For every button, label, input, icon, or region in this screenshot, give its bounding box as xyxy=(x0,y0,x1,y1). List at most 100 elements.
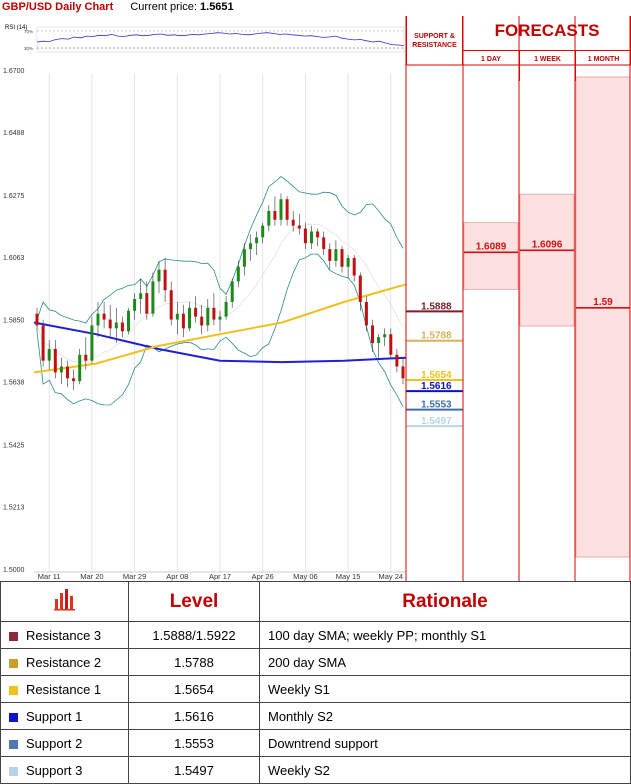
forecast-band xyxy=(575,76,631,558)
level-color-swatch xyxy=(9,712,18,722)
candle-body xyxy=(255,237,259,244)
candle-body xyxy=(66,366,69,379)
candle xyxy=(255,231,259,255)
rsi-70-label: 70% xyxy=(24,29,33,34)
candle-body xyxy=(78,354,82,382)
candle xyxy=(401,357,405,385)
candle-body xyxy=(389,334,393,355)
candle xyxy=(218,310,222,332)
candle-body xyxy=(47,348,51,361)
candle-body xyxy=(90,325,94,361)
candle xyxy=(66,360,69,388)
forecast-band xyxy=(519,193,575,327)
sr-level-label: 1.5553 xyxy=(421,400,452,411)
candle-body xyxy=(279,199,283,220)
rsi-30-label: 30% xyxy=(24,46,33,51)
rsi-line xyxy=(36,32,405,46)
forecast-label: 1.6089 xyxy=(476,241,507,252)
row-name-cell: Support 2 xyxy=(0,729,129,757)
candle xyxy=(169,281,173,326)
y-tick-label: 1.6488 xyxy=(3,130,25,137)
row-name: Support 2 xyxy=(26,735,83,751)
candle-body xyxy=(157,269,161,282)
candle-body xyxy=(340,249,344,267)
candle-body xyxy=(261,225,265,238)
row-name: Resistance 2 xyxy=(26,654,102,670)
row-name-cell: Resistance 1 xyxy=(0,675,129,703)
row-rationale: Weekly S1 xyxy=(259,675,631,703)
candle xyxy=(291,210,295,232)
candle xyxy=(78,348,82,385)
y-tick-label: 1.6063 xyxy=(3,255,25,262)
sma-line xyxy=(33,321,407,364)
chart-header: GBP/USD Daily Chart Current price: 1.565… xyxy=(0,0,406,16)
x-tick-label: May 06 xyxy=(293,572,318,581)
support-resistance-header: SUPPORT & RESISTANCE xyxy=(406,16,463,65)
candle xyxy=(53,340,57,379)
candle xyxy=(41,319,45,367)
candle xyxy=(47,340,51,370)
candle-body xyxy=(151,281,155,314)
candle-body xyxy=(212,307,216,320)
candle xyxy=(224,296,228,320)
row-name-cell: Resistance 3 xyxy=(0,621,129,649)
candle-body xyxy=(395,354,399,367)
level-color-swatch xyxy=(9,739,18,749)
candle-body xyxy=(96,313,100,326)
candle xyxy=(285,196,289,226)
forecast-label: 1.59 xyxy=(593,297,613,308)
table-row: Resistance 2 1.5788 200 day SMA xyxy=(0,648,631,676)
candle xyxy=(145,281,149,320)
candle xyxy=(371,319,374,352)
candle xyxy=(175,301,179,335)
candle xyxy=(303,222,307,250)
candle xyxy=(163,257,167,302)
candle-body xyxy=(346,257,350,267)
row-level: 1.5553 xyxy=(128,729,260,757)
candle xyxy=(181,304,185,338)
row-rationale: Weekly S2 xyxy=(259,756,631,784)
candle-body xyxy=(218,316,222,320)
x-tick-label: Mar 20 xyxy=(80,572,103,581)
candle xyxy=(322,231,326,255)
candle xyxy=(35,307,39,332)
table-row: Resistance 3 1.5888/1.5922 100 day SMA; we… xyxy=(0,621,631,649)
candle xyxy=(72,369,76,391)
candle xyxy=(139,278,143,314)
sr-level-label: 1.5616 xyxy=(421,381,452,392)
candle-body xyxy=(242,249,246,267)
candle xyxy=(273,196,277,226)
table-header-row: Level Rationale xyxy=(0,581,631,622)
sr-level-label: 1.5888 xyxy=(421,301,452,312)
candle-body xyxy=(236,266,240,282)
x-tick-label: May 24 xyxy=(378,572,403,581)
candle-body xyxy=(127,310,130,332)
candle xyxy=(151,272,155,317)
y-tick-label: 1.6700 xyxy=(3,68,25,75)
forecast-band xyxy=(463,222,519,290)
row-name-cell: Support 3 xyxy=(0,756,129,784)
candle-body xyxy=(273,210,277,220)
table-row: Support 1 1.5616 Monthly S2 xyxy=(0,702,631,730)
candle xyxy=(236,260,240,288)
row-name-cell: Resistance 2 xyxy=(0,648,129,676)
sr-level-label: 1.5497 xyxy=(421,416,452,427)
table-row: Support 2 1.5553 Downtrend support xyxy=(0,729,631,757)
x-tick-label: Mar 11 xyxy=(38,572,61,581)
row-name: Resistance 1 xyxy=(26,681,102,697)
candle xyxy=(102,301,106,329)
row-name: Support 1 xyxy=(26,708,83,724)
x-tick-label: May 15 xyxy=(336,572,361,581)
candle xyxy=(90,316,94,364)
candle xyxy=(261,222,265,244)
candle-body xyxy=(310,231,313,244)
candle xyxy=(279,193,283,226)
candle xyxy=(267,205,271,232)
candle-body xyxy=(181,313,185,329)
candle xyxy=(352,254,356,282)
x-tick-label: Apr 17 xyxy=(209,572,231,581)
candle xyxy=(249,234,252,261)
candle xyxy=(389,328,393,358)
candle-body xyxy=(194,307,198,317)
row-level: 1.5497 xyxy=(128,756,260,784)
